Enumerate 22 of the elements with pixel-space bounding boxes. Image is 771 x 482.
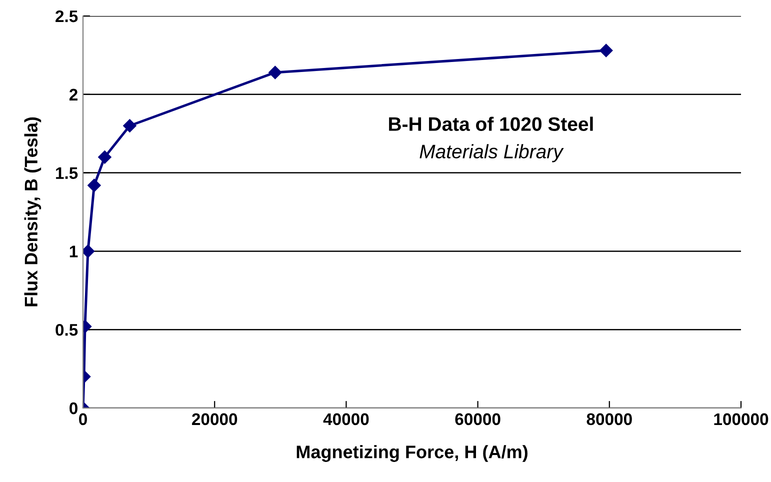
y-tick-label: 1 [70, 246, 78, 258]
x-tick-label: 100000 [714, 413, 768, 426]
point [83, 244, 95, 258]
annotation: B-H Data of 1020 Steel [389, 116, 593, 131]
x-tick-label: 60000 [455, 413, 500, 426]
y-tick-label: 2.5 [56, 10, 78, 22]
x-axis-title: Magnetizing Force, H (A/m) [296, 445, 528, 462]
point [123, 119, 136, 132]
point [600, 44, 613, 58]
y-tick-label: 1.5 [56, 167, 78, 180]
x-tick-label: 0 [79, 413, 87, 426]
x-tick-label: 20000 [192, 413, 238, 426]
x-tick-label: 80000 [586, 413, 632, 426]
y-axis-title: Flux Density, B (Tesla) [24, 117, 42, 306]
y-tick-label: 0 [70, 402, 78, 414]
annotation: Materials Library [420, 144, 564, 162]
point [98, 150, 112, 164]
y-tick-label: 0.5 [56, 324, 78, 336]
point [88, 178, 101, 192]
y-tick-label: 2 [69, 88, 78, 100]
point [268, 66, 282, 80]
x-tick-label: 40000 [323, 413, 369, 426]
